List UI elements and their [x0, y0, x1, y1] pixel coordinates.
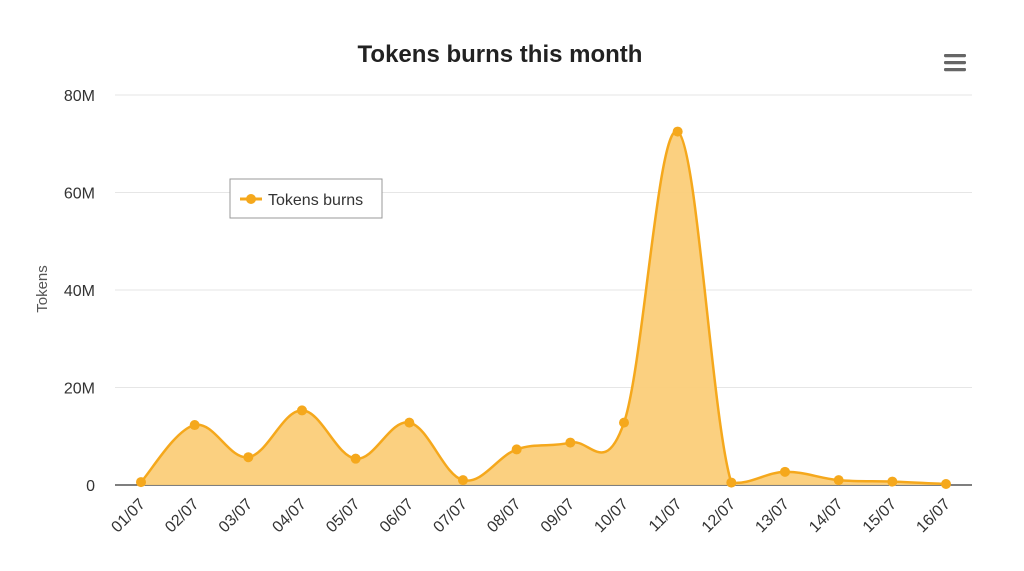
data-point-05-07[interactable] [350, 453, 361, 464]
data-point-07-07[interactable] [458, 475, 468, 486]
data-point-09-07[interactable] [565, 437, 576, 448]
data-point-14-07[interactable] [833, 475, 844, 486]
x-axis-ticks: 01/07 02/07 03/07 04/07 05/07 06/07 07/07 08/07… [108, 496, 953, 536]
x-tick-label: 05/07 [323, 496, 363, 536]
x-tick-label: 14/07 [806, 496, 846, 536]
x-tick-label: 01/07 [108, 496, 148, 536]
y-tick-label: 60M [64, 186, 95, 203]
x-tick-label: 12/07 [699, 496, 739, 536]
x-tick-label: 15/07 [860, 496, 900, 536]
chart-menu-button[interactable] [944, 54, 966, 72]
y-tick-label: 80M [64, 88, 95, 105]
x-tick-label: 02/07 [162, 496, 202, 536]
x-tick-label: 11/07 [646, 496, 686, 536]
x-tick-label: 06/07 [377, 496, 417, 536]
y-axis-title: Tokens [34, 265, 51, 313]
data-point-01-07[interactable] [136, 477, 146, 488]
x-tick-label: 10/07 [591, 496, 631, 536]
grid-lines [115, 94, 972, 486]
data-point-02-07[interactable] [189, 420, 200, 431]
data-point-15-07[interactable] [887, 476, 898, 487]
data-point-12-07[interactable] [726, 477, 737, 488]
x-tick-label: 13/07 [752, 496, 792, 536]
y-tick-label: 40M [64, 283, 95, 300]
x-tick-label: 16/07 [913, 496, 953, 536]
chart-title: Tokens burns this month [358, 41, 643, 68]
legend-label: Tokens burns [268, 192, 363, 209]
x-tick-label: 04/07 [269, 496, 309, 536]
data-point-10-07[interactable] [619, 417, 629, 428]
x-tick-label: 09/07 [538, 496, 578, 536]
data-point-08-07[interactable] [511, 444, 522, 455]
y-tick-label: 0 [86, 478, 95, 495]
legend[interactable]: Tokens burns [229, 178, 383, 219]
data-point-16-07[interactable] [941, 479, 951, 490]
y-axis-ticks: 0 20M 40M 60M 80M [64, 88, 95, 495]
area-fill [141, 131, 946, 485]
hamburger-menu-icon [944, 54, 966, 72]
x-tick-label: 08/07 [484, 496, 524, 536]
data-point-11-07[interactable] [672, 126, 683, 137]
y-tick-label: 20M [64, 381, 95, 398]
data-points [136, 126, 951, 490]
x-tick-label: 03/07 [216, 496, 256, 536]
data-point-13-07[interactable] [780, 466, 790, 477]
data-point-04-07[interactable] [297, 405, 307, 416]
legend-marker [246, 194, 256, 204]
data-point-06-07[interactable] [404, 417, 415, 428]
data-point-03-07[interactable] [243, 452, 254, 463]
x-tick-label: 07/07 [430, 496, 470, 536]
